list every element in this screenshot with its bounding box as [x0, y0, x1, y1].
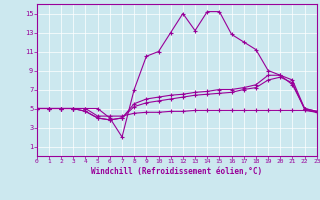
X-axis label: Windchill (Refroidissement éolien,°C): Windchill (Refroidissement éolien,°C): [91, 167, 262, 176]
